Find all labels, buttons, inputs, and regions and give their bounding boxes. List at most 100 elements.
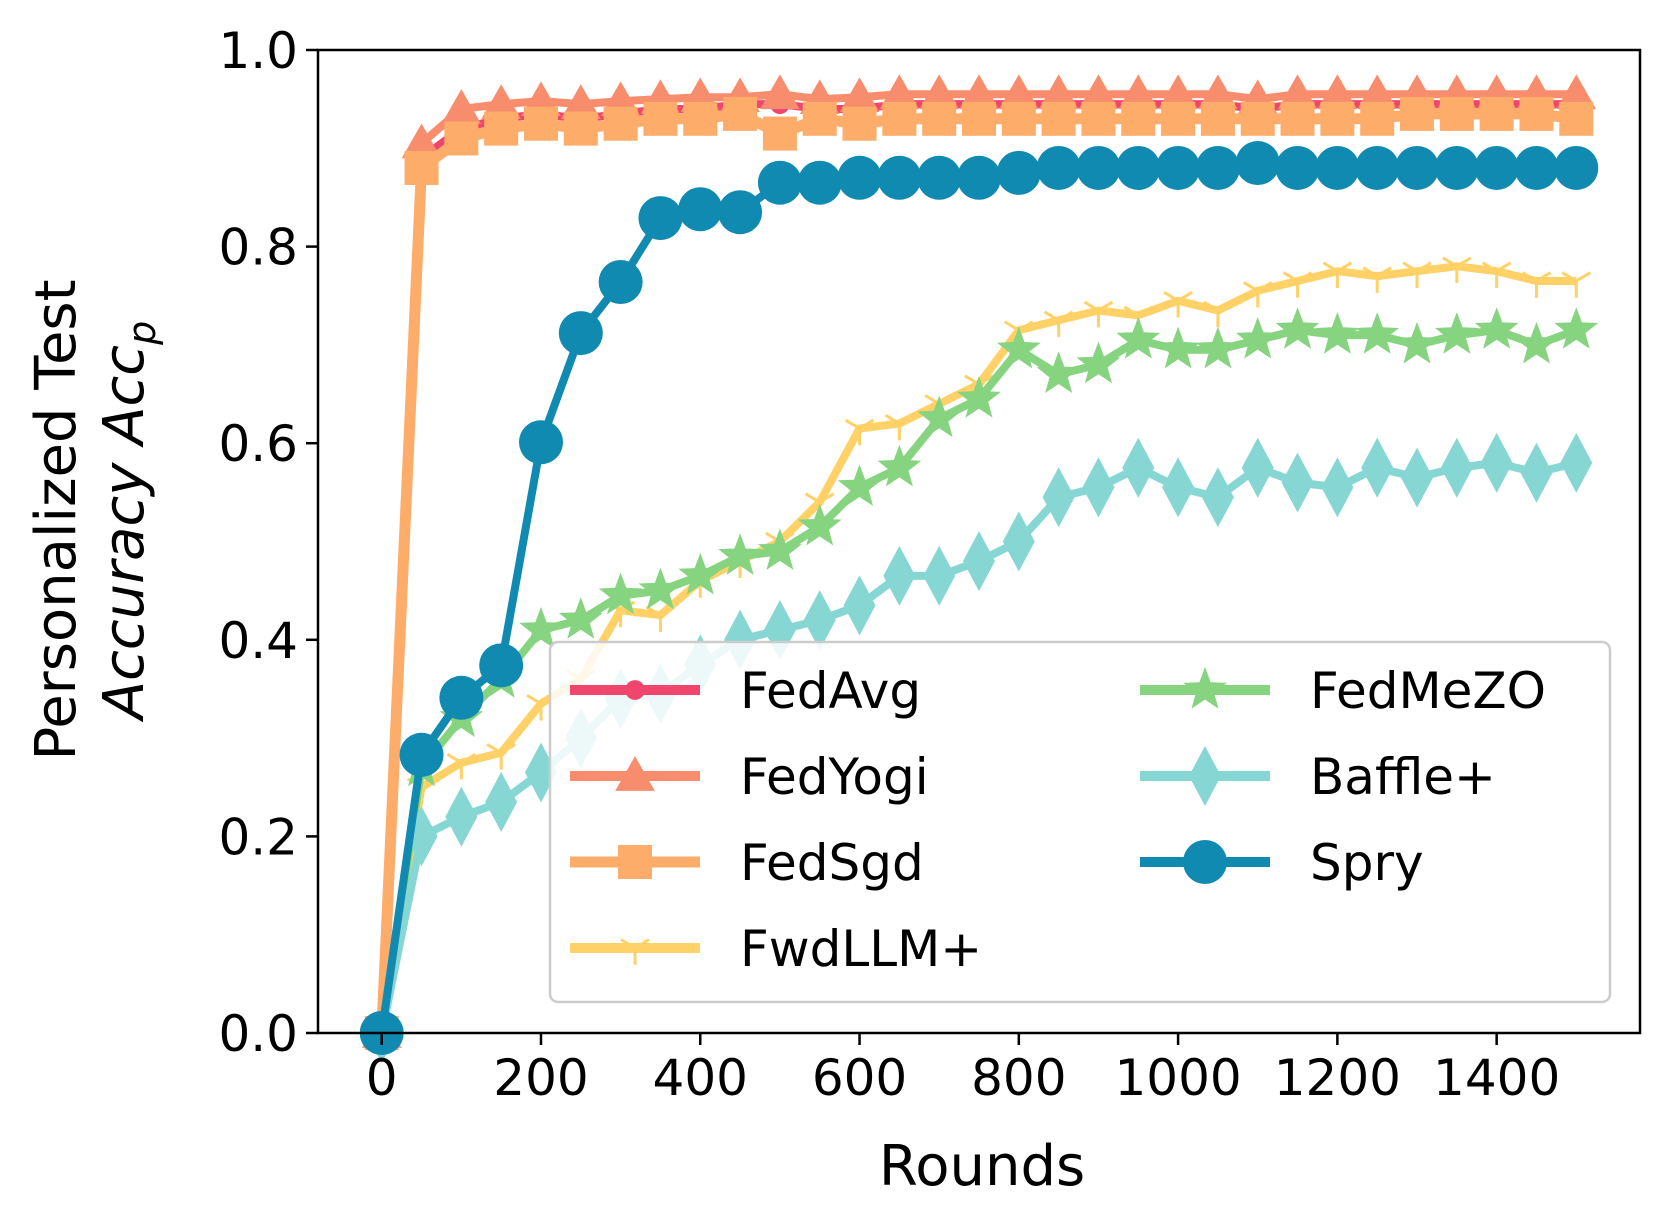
point-fedsgd-750	[962, 101, 996, 136]
point-fedyogi-750	[959, 74, 999, 110]
point-fedyogi-50	[401, 123, 442, 159]
point-spry-1250	[1355, 145, 1400, 190]
y-tick-label: 0.4	[218, 612, 298, 670]
point-fwdllm-600	[844, 418, 875, 446]
point-fedsgd-1500	[1559, 101, 1594, 136]
point-fwdllm-1300	[1402, 261, 1432, 288]
legend-marker-fedavg	[625, 680, 645, 700]
point-fedmezo-700	[917, 395, 962, 438]
point-fedmezo-200	[519, 607, 563, 649]
point-fwdllm-100	[446, 752, 477, 780]
point-fedyogi-1050	[1198, 74, 1238, 110]
point-fwdllm-350	[645, 605, 676, 633]
point-fedsgd-1100	[1240, 101, 1275, 136]
point-fedsgd-50	[404, 150, 439, 185]
point-spry-1050	[1195, 145, 1240, 190]
y-axis: 0.0 0.2 0.4 0.6 0.8 1.0	[218, 22, 318, 1063]
point-baffle-1350	[1440, 437, 1473, 498]
point-fedsgd-800	[1001, 101, 1036, 136]
point-fedyogi-100	[441, 89, 482, 124]
point-baffle-1000	[1162, 457, 1195, 518]
y-axis-title-2: Accuracy Accp	[92, 321, 164, 722]
y-tick-label: 0.8	[218, 219, 298, 277]
point-spry-600	[837, 155, 882, 200]
point-fedmezo-850	[1036, 351, 1081, 393]
point-fedmezo-1400	[1474, 307, 1519, 349]
point-fedyogi-250	[561, 84, 601, 119]
point-fedsgd-300	[603, 106, 638, 141]
point-baffle-950	[1122, 437, 1155, 498]
point-spry-650	[877, 155, 922, 200]
legend-entry-spry: Spry	[1140, 834, 1424, 892]
point-fedsgd-500	[762, 116, 797, 151]
point-spry-150	[479, 643, 524, 688]
point-fedsgd-150	[484, 111, 519, 146]
point-fedmezo-250	[558, 597, 603, 639]
point-fedmezo-500	[758, 528, 802, 570]
point-fedsgd-600	[842, 106, 877, 141]
point-spry-900	[1076, 145, 1121, 190]
point-spry-850	[1036, 145, 1081, 190]
point-spry-1450	[1514, 145, 1559, 190]
legend-marker-spry	[1183, 840, 1227, 884]
point-fedsgd-1000	[1161, 101, 1196, 136]
legend-label-baffle: Baffle+	[1310, 748, 1496, 806]
point-baffle-600	[843, 575, 876, 636]
point-spry-1400	[1474, 145, 1519, 190]
point-baffle-1100	[1241, 437, 1274, 498]
point-spry-300	[598, 259, 643, 304]
point-fedsgd-400	[683, 101, 718, 136]
point-fedyogi-150	[481, 84, 521, 119]
point-fwdllm-900	[1083, 300, 1114, 328]
point-spry-250	[558, 311, 603, 356]
point-fedmezo-1450	[1514, 321, 1559, 364]
y-tick-label: 0.0	[218, 1005, 298, 1063]
point-fwdllm-850	[1043, 310, 1074, 338]
point-baffle-850	[1042, 467, 1075, 528]
point-fedmezo-950	[1116, 317, 1161, 359]
point-fwdllm-1450	[1521, 271, 1552, 298]
point-fedyogi-800	[999, 74, 1039, 110]
point-fedmezo-1100	[1235, 317, 1280, 359]
legend-label-fedmezo: FedMeZO	[1310, 662, 1546, 720]
point-spry-1150	[1275, 145, 1320, 190]
point-fedsgd-1250	[1360, 101, 1395, 136]
point-fedsgd-950	[1121, 101, 1156, 136]
y-tick-label: 1.0	[218, 22, 298, 80]
point-fwdllm-1250	[1362, 266, 1392, 293]
point-fedmezo-1200	[1315, 312, 1360, 354]
point-baffle-150	[485, 771, 518, 832]
point-fwdllm-1100	[1242, 281, 1273, 308]
point-fwdllm-1150	[1282, 271, 1313, 298]
point-spry-800	[996, 150, 1041, 195]
point-baffle-100	[445, 786, 478, 847]
point-baffle-750	[963, 531, 995, 592]
point-spry-750	[957, 155, 1001, 200]
legend-label-fwdllm: FwdLLM+	[740, 920, 982, 978]
series-fedmezo	[359, 307, 1599, 1052]
point-fedyogi-1150	[1277, 74, 1318, 110]
point-fedsgd-850	[1041, 101, 1076, 136]
point-fedsgd-550	[802, 101, 837, 136]
x-tick-label: 200	[493, 1049, 588, 1107]
legend-marker-fedyogi	[615, 756, 655, 791]
point-baffle-900	[1082, 457, 1115, 518]
point-baffle-1400	[1480, 432, 1513, 493]
point-fedmezo-1000	[1156, 326, 1200, 369]
point-spry-950	[1116, 145, 1161, 190]
point-fedsgd-200	[523, 106, 558, 141]
point-fedmezo-450	[718, 533, 762, 575]
legend-marker-fwdllm	[620, 938, 650, 965]
point-fedyogi-1000	[1158, 74, 1198, 110]
point-spry-1200	[1315, 145, 1360, 190]
legend-entry-baffle: Baffle+	[1140, 746, 1496, 806]
x-tick-label: 1400	[1433, 1049, 1560, 1107]
legend-entry-fedyogi: FedYogi	[570, 748, 929, 806]
point-fedsgd-250	[563, 111, 598, 146]
point-baffle-800	[1002, 511, 1035, 572]
y-axis-title: Personalized Test	[24, 279, 89, 760]
legend-marker-baffle	[1189, 746, 1221, 806]
point-fedyogi-1250	[1357, 74, 1397, 110]
point-spry-1300	[1395, 145, 1440, 190]
series-spry	[359, 141, 1599, 1055]
